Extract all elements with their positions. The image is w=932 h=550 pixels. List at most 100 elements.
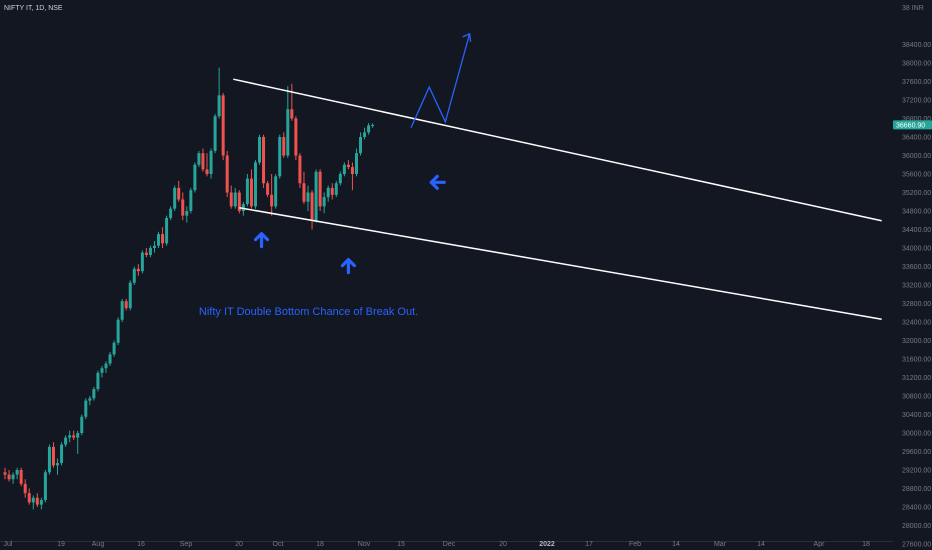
projection-path[interactable] (410, 33, 471, 129)
candle-body (258, 137, 262, 163)
candle (185, 206, 189, 223)
candle-body (100, 368, 104, 373)
candle (217, 67, 221, 119)
trend-lines-layer (233, 32, 882, 320)
arrow-left-icon[interactable] (429, 174, 446, 190)
candle-body (35, 497, 39, 505)
candle (80, 414, 84, 436)
candle (23, 479, 27, 498)
candle-body (116, 319, 120, 343)
candle (221, 93, 225, 161)
candle-body (124, 301, 128, 309)
candle-body (217, 95, 221, 117)
candle (278, 134, 282, 179)
candle (282, 132, 286, 158)
candle (213, 113, 217, 154)
candle (266, 180, 270, 198)
candle-body (27, 493, 31, 503)
arrow-up-icon[interactable] (340, 257, 356, 275)
candle (318, 169, 322, 211)
candle-body (161, 234, 165, 244)
time-tick-label: Dec (443, 541, 456, 548)
time-tick-label: 19 (57, 541, 65, 548)
candle-body (120, 301, 124, 320)
candle-body (253, 162, 257, 207)
price-tick-label: 33600.00 (902, 264, 931, 271)
candle (201, 148, 205, 172)
price-tick-label: 30800.00 (902, 394, 931, 401)
candle-body (213, 116, 217, 151)
candle (11, 472, 15, 484)
currency-label: 38 INR (902, 5, 924, 12)
time-tick-label: 2022 (539, 541, 555, 548)
arrow-up-icon[interactable] (253, 232, 270, 249)
candle (165, 215, 169, 246)
price-tick-label: 28000.00 (902, 523, 931, 530)
candle-body (334, 183, 338, 195)
candle-body (15, 470, 19, 475)
candle-body (302, 183, 306, 202)
candle-body (108, 354, 112, 364)
candle (342, 162, 346, 177)
candle (189, 187, 193, 214)
candle (302, 171, 306, 205)
price-tick-label: 35200.00 (902, 190, 931, 197)
candle-body (39, 500, 43, 505)
time-tick-label: Aug (92, 541, 105, 548)
price-tick-label: 36800.00 (902, 116, 931, 123)
candle (354, 148, 358, 177)
candle (173, 185, 177, 211)
candle (19, 467, 23, 487)
candle (197, 150, 201, 168)
price-tick-label: 29600.00 (902, 449, 931, 456)
candle (161, 227, 165, 248)
candle-body (225, 155, 229, 193)
candle-body (7, 474, 11, 480)
candle-body (189, 190, 193, 211)
price-tick-label: 37600.00 (902, 79, 931, 86)
candle-body (245, 178, 249, 205)
candle (64, 435, 68, 447)
price-tick-label: 28800.00 (902, 486, 931, 493)
candle-body (371, 124, 375, 126)
candle-body (229, 192, 233, 207)
symbol-header: NIFTY IT, 1D, NSE (4, 5, 63, 12)
candle (363, 127, 367, 140)
candle-body (326, 187, 330, 198)
time-axis: Jul 19 Aug 16 Sep 20 Oct 18 Nov 15 Dec 20 2022 17 Feb 1… (4, 541, 870, 548)
candle-body (318, 171, 322, 207)
candle (92, 386, 96, 401)
price-tick-label: 32400.00 (902, 320, 931, 327)
time-tick-label: 20 (235, 541, 243, 548)
candle-body (140, 252, 144, 272)
time-tick-label: 18 (862, 541, 870, 548)
candle (132, 266, 136, 285)
price-tick-label: 31600.00 (902, 357, 931, 364)
candle (350, 162, 354, 191)
candle (205, 153, 209, 177)
candle-body (173, 187, 177, 209)
candle-body (359, 137, 363, 154)
candle-body (136, 268, 140, 272)
candle-body (165, 217, 169, 244)
candle (144, 248, 148, 258)
candle-body (181, 199, 185, 216)
candle-body (169, 208, 173, 218)
candle-body (11, 474, 15, 480)
candle (104, 361, 108, 373)
price-tick-label: 36000.00 (902, 153, 931, 160)
candle (346, 160, 350, 170)
time-tick-label: Feb (629, 541, 641, 548)
candle-body (233, 192, 237, 207)
candle (39, 497, 43, 510)
candle-body (144, 252, 148, 255)
candle (128, 280, 132, 311)
candles-layer (3, 67, 375, 510)
candle (140, 250, 144, 274)
projection-arrowhead (462, 32, 472, 42)
candle (371, 123, 375, 128)
candle (47, 444, 51, 475)
channel-line-lower[interactable] (239, 207, 882, 320)
channel-line-upper[interactable] (233, 78, 882, 222)
